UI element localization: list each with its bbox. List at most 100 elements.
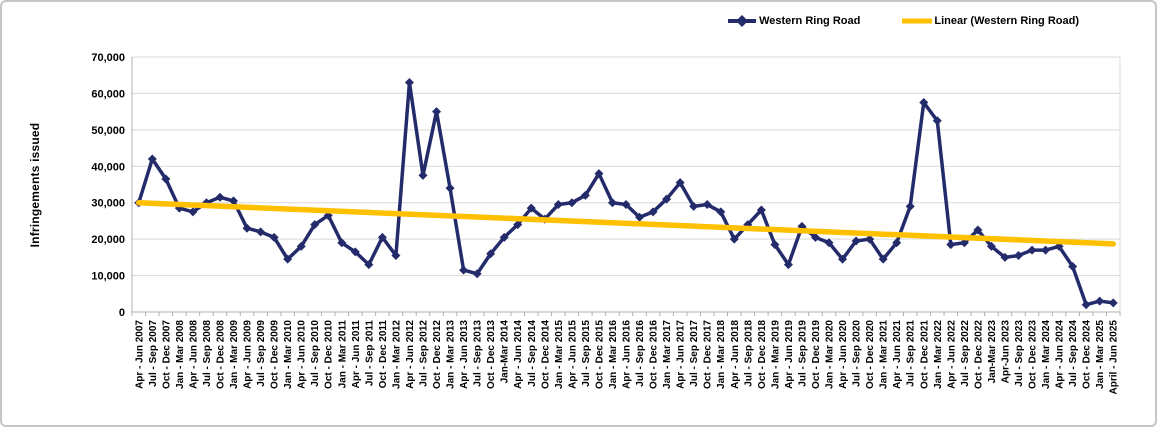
x-tick-label: Oct - Dec 2011 <box>378 320 389 389</box>
x-tick-label: Jan - Mar 2016 <box>608 320 619 389</box>
x-tick-label: Jan - Mar 2012 <box>391 320 402 389</box>
x-tick-label: Oct - Dec 2023 <box>1028 320 1039 389</box>
x-tick-label: Oct - Dec 2017 <box>703 320 714 389</box>
data-point-marker <box>621 200 631 210</box>
data-point-marker <box>580 190 590 200</box>
x-tick-label: Jul - Sep 2015 <box>581 320 592 387</box>
y-tick-label: 40,000 <box>91 161 125 173</box>
x-tick-label: Oct - Dec 2015 <box>594 320 605 389</box>
data-point-marker <box>635 212 645 222</box>
x-tick-label: Jan - Mar 2011 <box>337 320 348 389</box>
x-tick-label: Oct - Dec 2010 <box>324 320 335 389</box>
data-point-marker <box>404 78 414 87</box>
data-point-marker <box>1108 298 1118 308</box>
data-point-marker <box>553 200 563 210</box>
data-point-marker <box>905 201 915 211</box>
data-point-marker <box>648 207 658 217</box>
x-tick-label: Apr - Jun 2018 <box>730 320 741 389</box>
x-tick-label: Apr - Jun 2016 <box>622 320 633 389</box>
x-tick-label: Apr - Jun 2013 <box>459 320 470 389</box>
data-point-marker <box>865 234 875 244</box>
y-tick-label: 20,000 <box>91 234 125 246</box>
x-tick-label: Jul - Sep 2017 <box>689 320 700 387</box>
x-tick-label: Oct - Dec 2024 <box>1082 320 1093 389</box>
data-point-marker <box>1068 261 1078 271</box>
y-tick-label: 70,000 <box>91 52 125 64</box>
x-tick-label: Jan - Mar 2018 <box>716 320 727 389</box>
x-tick-label: Jul - Sep 2007 <box>148 320 159 387</box>
x-tick-label: Apr - Jun 2020 <box>838 320 849 389</box>
data-point-marker <box>756 205 766 215</box>
x-tick-label: Oct - Dec 2018 <box>757 320 768 389</box>
data-point-marker <box>486 249 496 259</box>
x-tick-label: Jul - Sep 2023 <box>1014 320 1025 387</box>
x-tick-label: Oct - Dec 2012 <box>432 320 443 389</box>
x-tick-label: Jul - Sep 2021 <box>906 320 917 387</box>
data-point-marker <box>1000 252 1010 262</box>
data-point-marker <box>147 154 157 164</box>
data-point-marker <box>432 107 442 117</box>
data-point-marker <box>499 232 509 242</box>
x-tick-label: Jan - Mar 2015 <box>554 320 565 389</box>
data-point-marker <box>702 200 712 210</box>
x-tick-label: Jan - Mar 2021 <box>879 320 890 389</box>
y-tick-label: 60,000 <box>91 88 125 100</box>
x-tick-label: Apr - Jun 2024 <box>1055 320 1066 389</box>
x-tick-label: Apr - Jun 2021 <box>892 320 903 389</box>
data-point-marker <box>391 251 401 261</box>
series-line-diamond-icon <box>728 15 757 27</box>
trendline-linear-western-ring-road <box>136 199 1116 247</box>
data-point-marker <box>337 238 347 248</box>
x-tick-label: Apr - Jun 2011 <box>351 320 362 389</box>
x-tick-label: Apr - Jun 2014 <box>513 320 524 389</box>
data-point-marker <box>919 98 929 108</box>
x-tick-label: Jul - Sep 2019 <box>797 320 808 387</box>
legend-item-western-ring-road: Western Ring Road <box>727 14 860 28</box>
x-tick-label: Jul - Sep 2014 <box>527 320 538 387</box>
data-point-marker <box>256 227 266 237</box>
x-tick-label: Apr - Jun 2017 <box>676 320 687 389</box>
x-tick-label: Apr-Jun 2023 <box>1000 320 1011 384</box>
y-tick-label: 50,000 <box>91 125 125 137</box>
data-point-marker <box>689 201 699 211</box>
data-point-marker <box>459 265 469 275</box>
chart-legend: Western Ring Road Linear (Western Ring R… <box>727 14 1079 28</box>
x-tick-label: Apr - Jun 2022 <box>946 320 957 389</box>
data-point-marker <box>418 170 428 180</box>
x-tick-label: Oct - Dec 2016 <box>649 320 660 389</box>
x-tick-label: Jan - Mar 2017 <box>662 320 673 389</box>
data-point-marker <box>932 116 942 126</box>
data-point-marker <box>1041 245 1051 255</box>
y-tick-label: 0 <box>119 307 125 319</box>
x-tick-label: Jul - Sep 2020 <box>852 320 863 387</box>
x-tick-label: Jan-Mar 2023 <box>987 320 998 384</box>
x-tick-label: Oct - Dec 2021 <box>919 320 930 389</box>
trendline-icon <box>902 18 933 24</box>
data-point-marker <box>161 174 171 184</box>
x-tick-label: Oct - Dec 2022 <box>973 320 984 389</box>
data-point-marker <box>783 260 793 270</box>
data-point-marker <box>986 241 996 251</box>
x-tick-label: Oct - Dec 2020 <box>865 320 876 389</box>
data-point-marker <box>824 238 834 248</box>
data-point-marker <box>364 260 374 270</box>
data-point-marker <box>851 236 861 246</box>
data-point-marker <box>973 225 983 235</box>
data-point-marker <box>729 234 739 244</box>
data-point-marker <box>350 247 360 257</box>
x-tick-label: Jul - Sep 2010 <box>310 320 321 387</box>
legend-label-western-ring-road: Western Ring Road <box>759 15 861 27</box>
x-tick-label: Apr - Jun 2008 <box>188 320 199 389</box>
data-point-marker <box>1095 296 1105 306</box>
x-tick-label: Oct - Dec 2008 <box>215 320 226 389</box>
x-tick-label: Apr - Jun 2012 <box>405 320 416 389</box>
data-point-marker <box>892 238 902 248</box>
data-point-marker <box>946 240 956 250</box>
data-point-marker <box>675 178 685 188</box>
x-tick-label: Oct - Dec 2013 <box>486 320 497 389</box>
data-point-marker <box>1081 300 1091 310</box>
x-tick-label: Jul - Sep 2016 <box>635 320 646 387</box>
x-tick-label: Oct - Dec 2014 <box>540 320 551 389</box>
x-tick-label: Oct - Dec 2007 <box>161 320 172 389</box>
